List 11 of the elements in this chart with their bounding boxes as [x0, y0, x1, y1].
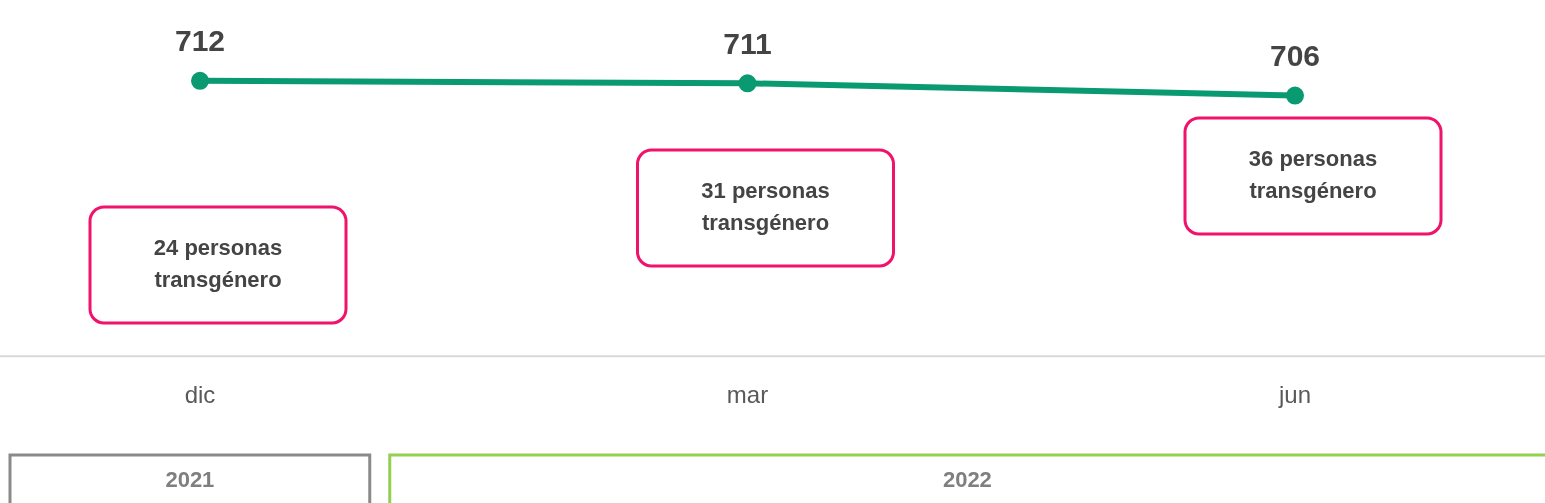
data-label: 706 — [1269, 38, 1321, 72]
text: 24 personas transgénero — [153, 235, 283, 293]
x-tick-label: mar — [726, 381, 769, 409]
text: 31 personas transgénero — [701, 178, 830, 236]
data-label: 712 — [174, 24, 226, 58]
text: 2022 — [942, 467, 992, 493]
x-tick-label: jun — [1277, 381, 1312, 409]
x-tick-label: dic — [184, 381, 216, 409]
text: 36 personas transgénero — [1248, 146, 1378, 204]
data-label: 711 — [723, 26, 772, 60]
text: 2021 — [165, 467, 215, 493]
